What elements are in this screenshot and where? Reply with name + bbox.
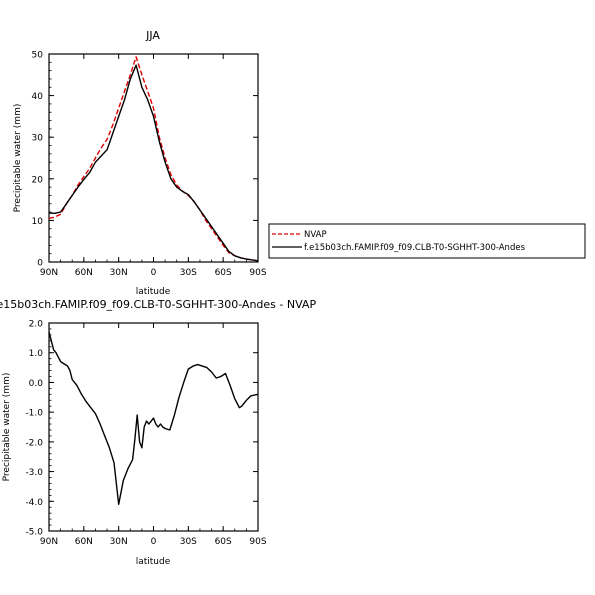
- y-tick-label: 50: [32, 51, 44, 61]
- y-tick-label: -3.0: [25, 468, 43, 478]
- series-line-0: [48, 56, 259, 262]
- legend-label-nvap: NVAP: [304, 230, 327, 240]
- x-tick-label: 60N: [75, 537, 93, 547]
- y-tick-label: 20: [32, 175, 44, 185]
- x-tick-label: 0: [151, 268, 157, 278]
- y-tick-label: -5.0: [25, 528, 43, 538]
- bottom-x-axis-label: latitude: [136, 557, 171, 567]
- legend-label-model: f.e15b03ch.FAMIP.f09_f09.CLB-T0-SGHHT-30…: [304, 243, 526, 253]
- bottom-plot-frame: [48, 322, 259, 532]
- x-tick-label: 60S: [215, 537, 232, 547]
- y-tick-label: -1.0: [25, 409, 43, 419]
- bottom-y-axis-label: Precipitable water (mm): [2, 373, 12, 482]
- x-tick-label: 90N: [40, 268, 58, 278]
- x-tick-label: 90S: [249, 537, 266, 547]
- top-x-axis-label: latitude: [136, 287, 171, 297]
- top-axis-ticks: 90N 60N 30N 0 30S 60S 90S 0 10 20 30 40 50: [32, 51, 267, 279]
- legend-box: [268, 223, 586, 259]
- series-line-0: [48, 331, 259, 505]
- bottom-series-lines: [48, 331, 259, 505]
- bottom-panel: f.e15b03ch.FAMIP.f09_f09.CLB-T0-SGHHT-30…: [0, 298, 316, 567]
- x-tick-label: 60S: [215, 268, 232, 278]
- top-plot-frame: [48, 53, 259, 263]
- y-tick-label: 40: [32, 92, 44, 102]
- x-tick-label: 30S: [180, 268, 197, 278]
- legend: NVAP f.e15b03ch.FAMIP.f09_f09.CLB-T0-SGH…: [268, 223, 586, 259]
- bottom-axis-ticks: 90N 60N 30N 0 30S 60S 90S -5.0 -4.0 -3.0 -2.0 -1.0 0…: [25, 320, 266, 548]
- x-tick-label: 90N: [40, 537, 58, 547]
- y-tick-label: -4.0: [25, 498, 43, 508]
- top-y-axis-label: Precipitable water (mm): [13, 104, 23, 213]
- y-tick-label: 0: [37, 259, 43, 269]
- x-tick-label: 60N: [75, 268, 93, 278]
- top-chart-title: JJA: [145, 29, 160, 42]
- y-tick-label: 1.0: [29, 349, 44, 359]
- x-tick-label: 30N: [110, 537, 128, 547]
- x-tick-label: 30N: [110, 268, 128, 278]
- y-tick-label: -2.0: [25, 438, 43, 448]
- x-tick-label: 30S: [180, 537, 197, 547]
- y-tick-label: 2.0: [29, 320, 44, 330]
- top-series-lines: [48, 56, 259, 262]
- y-tick-label: 10: [32, 217, 44, 227]
- y-tick-label: 30: [32, 134, 44, 144]
- top-panel: JJA 90N 60N 30N 0 30S 60S 90S 0 10 20 30 40 50 latit…: [13, 29, 267, 297]
- bottom-chart-title: f.e15b03ch.FAMIP.f09_f09.CLB-T0-SGHHT-30…: [0, 298, 316, 311]
- x-tick-label: 90S: [249, 268, 266, 278]
- series-line-1: [48, 64, 259, 262]
- y-tick-label: 0.0: [29, 379, 44, 389]
- x-tick-label: 0: [151, 537, 157, 547]
